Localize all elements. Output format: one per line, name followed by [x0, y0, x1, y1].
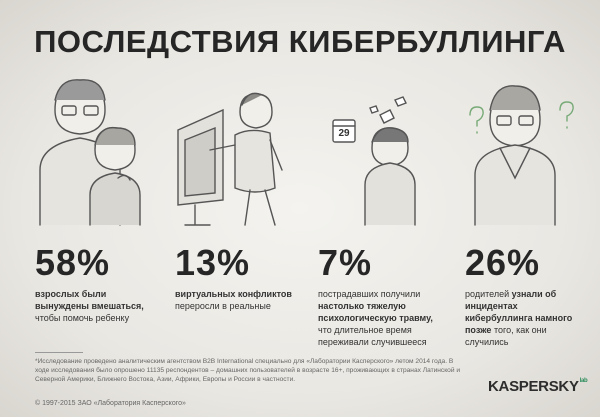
stat: 13% виртуальных конфликтов переросли в ре… [175, 242, 295, 312]
logo-sub: lab [579, 378, 588, 384]
stat-description: взрослых были вынуждены вмешаться, чтобы… [35, 288, 155, 324]
stat-percent: 58% [35, 242, 111, 283]
stat-percent: 7% [318, 242, 373, 283]
calendar-day: 29 [338, 128, 350, 139]
stat-percent: 13% [175, 242, 251, 283]
stat-description: родителей узнали об инцидентах кибербулл… [465, 288, 575, 348]
stat: 7% пострадавших получили настолько тяжелу… [318, 242, 448, 348]
stat-text: узнали об инцидентах кибербуллинга намно… [465, 289, 573, 335]
stat-text: пострадавших получили [318, 289, 421, 299]
illustration-adults [39, 79, 141, 226]
logo-text: KASPERSKY [488, 378, 579, 395]
copyright: © 1997-2015 ЗАО «Лаборатория Касперского… [35, 400, 186, 407]
stat-text: того, как они случились [465, 325, 547, 347]
illustrations: 29 [39, 79, 574, 226]
footnote: *Исследование проведено аналитическим аг… [35, 358, 461, 383]
stat-percent: 26% [465, 242, 541, 283]
illustration-parent [469, 85, 574, 226]
title: ПОСЛЕДСТВИЯ КИБЕРБУЛЛИНГА [34, 24, 566, 59]
logo: KASPERSKYlab [488, 378, 588, 395]
stat-text: настолько тяжелую психологическую травму… [318, 301, 433, 323]
stat-text: виртуальных конфликтов [175, 289, 292, 299]
footnote-rule [35, 352, 83, 353]
stat: 26% родителей узнали об инцидентах киберб… [465, 242, 575, 348]
stat: 58% взрослых были вынуждены вмешаться, чт… [35, 242, 155, 324]
illustration-trauma: 29 [332, 96, 416, 226]
stat-text: родителей [465, 289, 510, 299]
stat-text: чтобы помочь ребенку [35, 313, 130, 323]
stat-text: что длительное время переживали случивше… [318, 325, 427, 347]
stat-description: пострадавших получили настолько тяжелую … [318, 288, 448, 348]
stat-text: взрослых были вынуждены вмешаться, [35, 289, 144, 311]
illustration-conflict [177, 92, 283, 226]
stat-description: виртуальных конфликтов переросли в реаль… [175, 288, 295, 312]
stat-text: переросли в реальные [175, 301, 271, 311]
